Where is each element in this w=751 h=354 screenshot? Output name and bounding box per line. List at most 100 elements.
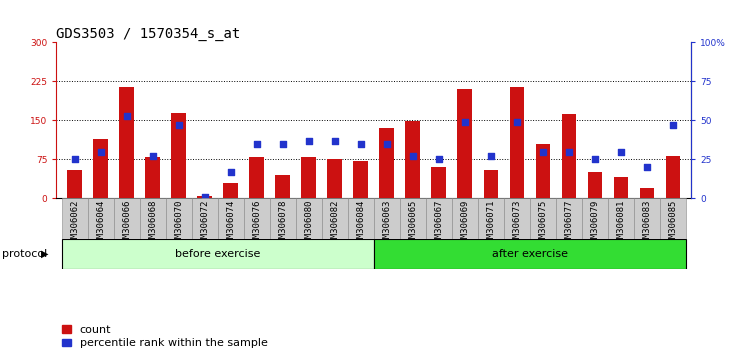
Bar bbox=[276, 175, 290, 198]
Bar bbox=[426, 198, 451, 239]
Point bbox=[146, 153, 158, 159]
Text: GSM306072: GSM306072 bbox=[200, 199, 209, 248]
Point bbox=[225, 169, 237, 175]
Text: GDS3503 / 1570354_s_at: GDS3503 / 1570354_s_at bbox=[56, 28, 240, 41]
Text: GSM306081: GSM306081 bbox=[617, 199, 625, 248]
Bar bbox=[243, 198, 270, 239]
Bar bbox=[249, 157, 264, 198]
Point bbox=[68, 156, 80, 162]
Bar bbox=[62, 239, 374, 269]
Bar bbox=[327, 159, 342, 198]
Point bbox=[121, 113, 133, 119]
Point bbox=[537, 149, 549, 154]
Text: GSM306084: GSM306084 bbox=[356, 199, 365, 248]
Text: GSM306067: GSM306067 bbox=[434, 199, 443, 248]
Text: GSM306077: GSM306077 bbox=[564, 199, 573, 248]
Bar bbox=[301, 157, 315, 198]
Bar bbox=[62, 198, 88, 239]
Bar bbox=[348, 198, 374, 239]
Text: GSM306071: GSM306071 bbox=[486, 199, 495, 248]
Bar bbox=[296, 198, 321, 239]
Bar bbox=[224, 183, 238, 198]
Text: GSM306074: GSM306074 bbox=[226, 199, 235, 248]
Point bbox=[459, 119, 471, 125]
Bar bbox=[146, 157, 160, 198]
Bar bbox=[478, 198, 504, 239]
Text: GSM306075: GSM306075 bbox=[538, 199, 547, 248]
Text: GSM306065: GSM306065 bbox=[408, 199, 417, 248]
Bar bbox=[374, 198, 400, 239]
Bar bbox=[400, 198, 426, 239]
Text: GSM306076: GSM306076 bbox=[252, 199, 261, 248]
Bar bbox=[529, 198, 556, 239]
Bar bbox=[406, 121, 420, 198]
Point bbox=[484, 153, 496, 159]
Text: before exercise: before exercise bbox=[175, 249, 261, 259]
Bar bbox=[321, 198, 348, 239]
Legend: count, percentile rank within the sample: count, percentile rank within the sample bbox=[62, 325, 267, 348]
Text: GSM306066: GSM306066 bbox=[122, 199, 131, 248]
Text: GSM306083: GSM306083 bbox=[642, 199, 651, 248]
Bar bbox=[171, 113, 185, 198]
Bar bbox=[192, 198, 218, 239]
Text: GSM306085: GSM306085 bbox=[668, 199, 677, 248]
Bar bbox=[587, 172, 602, 198]
Bar bbox=[535, 144, 550, 198]
Point bbox=[433, 156, 445, 162]
Text: after exercise: after exercise bbox=[492, 249, 568, 259]
Bar bbox=[509, 87, 523, 198]
Text: GSM306079: GSM306079 bbox=[590, 199, 599, 248]
Point bbox=[95, 149, 107, 154]
Text: GSM306062: GSM306062 bbox=[70, 199, 79, 248]
Bar bbox=[68, 170, 82, 198]
Point bbox=[276, 141, 288, 147]
Point bbox=[329, 138, 341, 143]
Text: GSM306082: GSM306082 bbox=[330, 199, 339, 248]
Bar bbox=[614, 177, 628, 198]
Point bbox=[173, 122, 185, 128]
Bar bbox=[562, 114, 576, 198]
Text: GSM306064: GSM306064 bbox=[96, 199, 105, 248]
Bar bbox=[165, 198, 192, 239]
Bar bbox=[374, 239, 686, 269]
Bar bbox=[484, 170, 498, 198]
Bar bbox=[113, 198, 140, 239]
Text: ▶: ▶ bbox=[41, 249, 48, 259]
Bar bbox=[504, 198, 529, 239]
Point bbox=[589, 156, 601, 162]
Point bbox=[354, 141, 366, 147]
Text: GSM306080: GSM306080 bbox=[304, 199, 313, 248]
Point bbox=[614, 149, 626, 154]
Bar bbox=[556, 198, 582, 239]
Text: protocol: protocol bbox=[2, 249, 47, 259]
Bar bbox=[218, 198, 243, 239]
Bar bbox=[88, 198, 113, 239]
Text: GSM306078: GSM306078 bbox=[278, 199, 287, 248]
Bar bbox=[140, 198, 165, 239]
Bar bbox=[198, 196, 212, 198]
Bar bbox=[457, 89, 472, 198]
Point bbox=[562, 149, 575, 154]
Point bbox=[303, 138, 315, 143]
Bar bbox=[379, 128, 394, 198]
Bar bbox=[451, 198, 478, 239]
Point bbox=[251, 141, 263, 147]
Text: GSM306068: GSM306068 bbox=[148, 199, 157, 248]
Bar bbox=[659, 198, 686, 239]
Bar bbox=[608, 198, 634, 239]
Bar bbox=[354, 161, 368, 198]
Bar bbox=[93, 138, 107, 198]
Bar bbox=[270, 198, 296, 239]
Point bbox=[198, 194, 210, 200]
Bar bbox=[432, 167, 446, 198]
Point bbox=[406, 153, 418, 159]
Bar bbox=[634, 198, 659, 239]
Bar bbox=[119, 87, 134, 198]
Text: GSM306073: GSM306073 bbox=[512, 199, 521, 248]
Text: GSM306063: GSM306063 bbox=[382, 199, 391, 248]
Bar bbox=[582, 198, 608, 239]
Bar bbox=[665, 156, 680, 198]
Bar bbox=[640, 188, 654, 198]
Point bbox=[667, 122, 679, 128]
Text: GSM306069: GSM306069 bbox=[460, 199, 469, 248]
